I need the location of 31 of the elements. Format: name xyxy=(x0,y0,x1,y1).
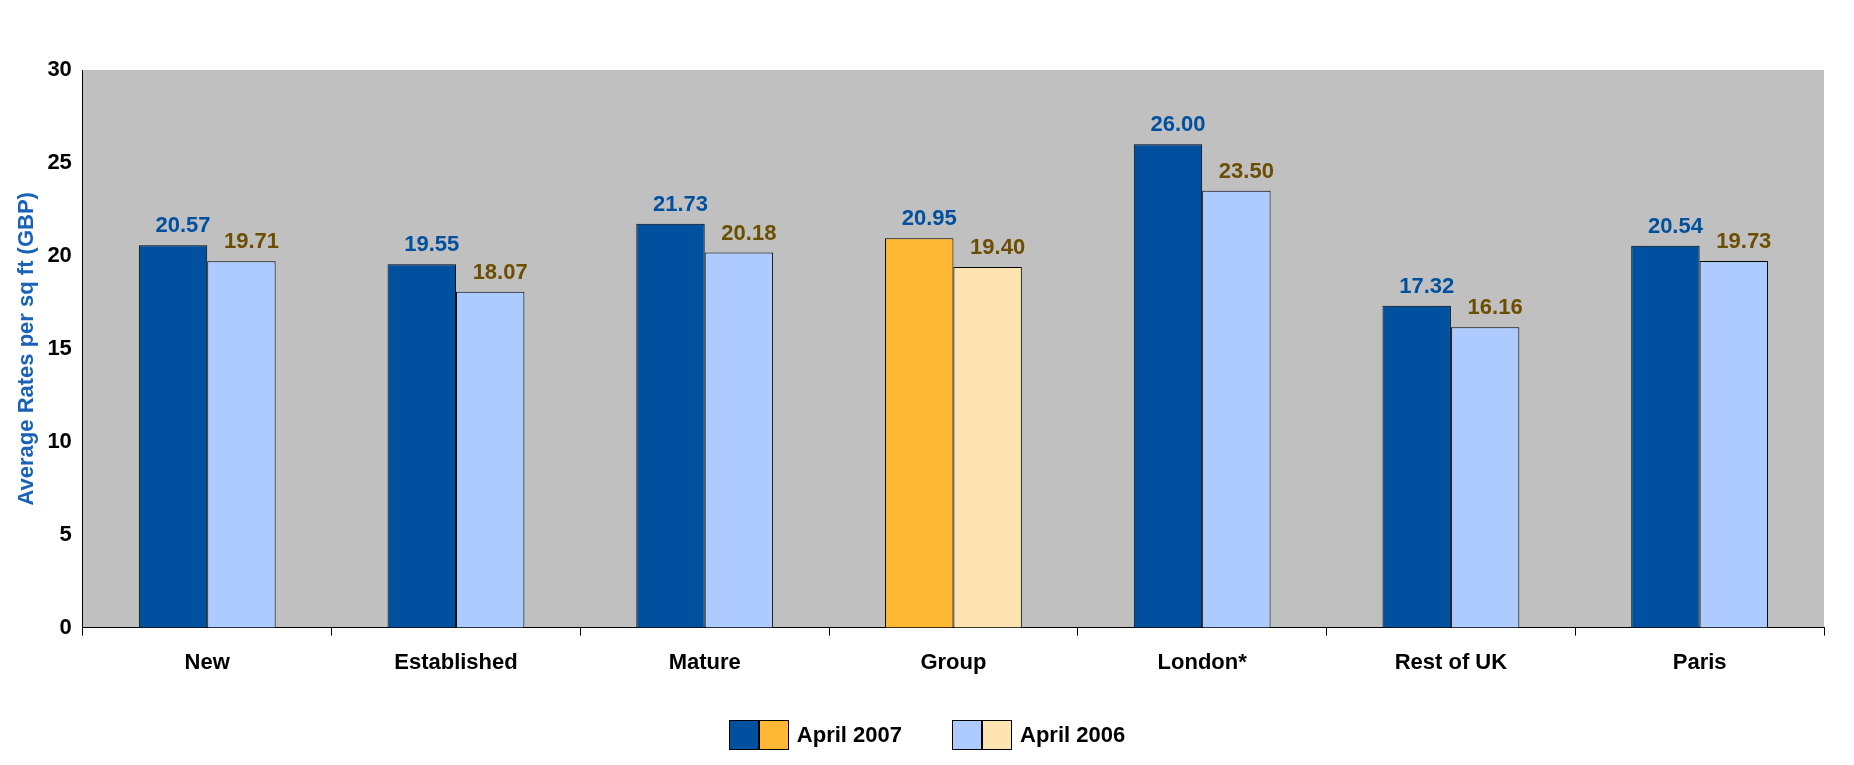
data-label: 20.18 xyxy=(721,219,777,245)
x-tick-label: Mature xyxy=(668,648,741,674)
x-tick-label: New xyxy=(184,648,231,674)
data-label: 19.55 xyxy=(404,231,460,257)
y-tick-label: 5 xyxy=(59,520,72,546)
legend-label: April 2006 xyxy=(1020,722,1126,748)
x-tick-label: London* xyxy=(1157,648,1248,674)
data-label: 20.95 xyxy=(901,205,957,231)
y-axis-title: Average Rates per sq ft (GBP) xyxy=(13,192,39,506)
x-tick-label: Paris xyxy=(1672,648,1727,674)
x-tick-label: Group xyxy=(920,648,987,674)
y-tick-label: 30 xyxy=(47,56,72,82)
y-tick-label: 10 xyxy=(47,427,72,453)
y-tick-label: 20 xyxy=(47,241,72,267)
data-label: 26.00 xyxy=(1150,111,1206,137)
y-tick-label: 15 xyxy=(47,334,72,360)
data-label: 20.54 xyxy=(1647,212,1704,238)
data-label: 20.57 xyxy=(155,212,211,238)
data-label: 23.50 xyxy=(1218,157,1274,183)
x-tick-label: Rest of UK xyxy=(1394,648,1508,674)
x-tick-label: Established xyxy=(394,648,518,674)
data-label: 21.73 xyxy=(652,190,709,216)
data-label: 17.32 xyxy=(1399,272,1455,298)
data-label: 18.07 xyxy=(472,258,528,284)
data-label: 16.16 xyxy=(1467,294,1523,320)
legend-label: April 2007 xyxy=(796,722,902,748)
y-tick-label: 25 xyxy=(47,149,72,174)
y-tick-label: 0 xyxy=(59,613,72,639)
data-label: 19.40 xyxy=(970,234,1026,260)
data-label: 19.71 xyxy=(223,228,279,254)
data-label: 19.73 xyxy=(1716,227,1772,253)
